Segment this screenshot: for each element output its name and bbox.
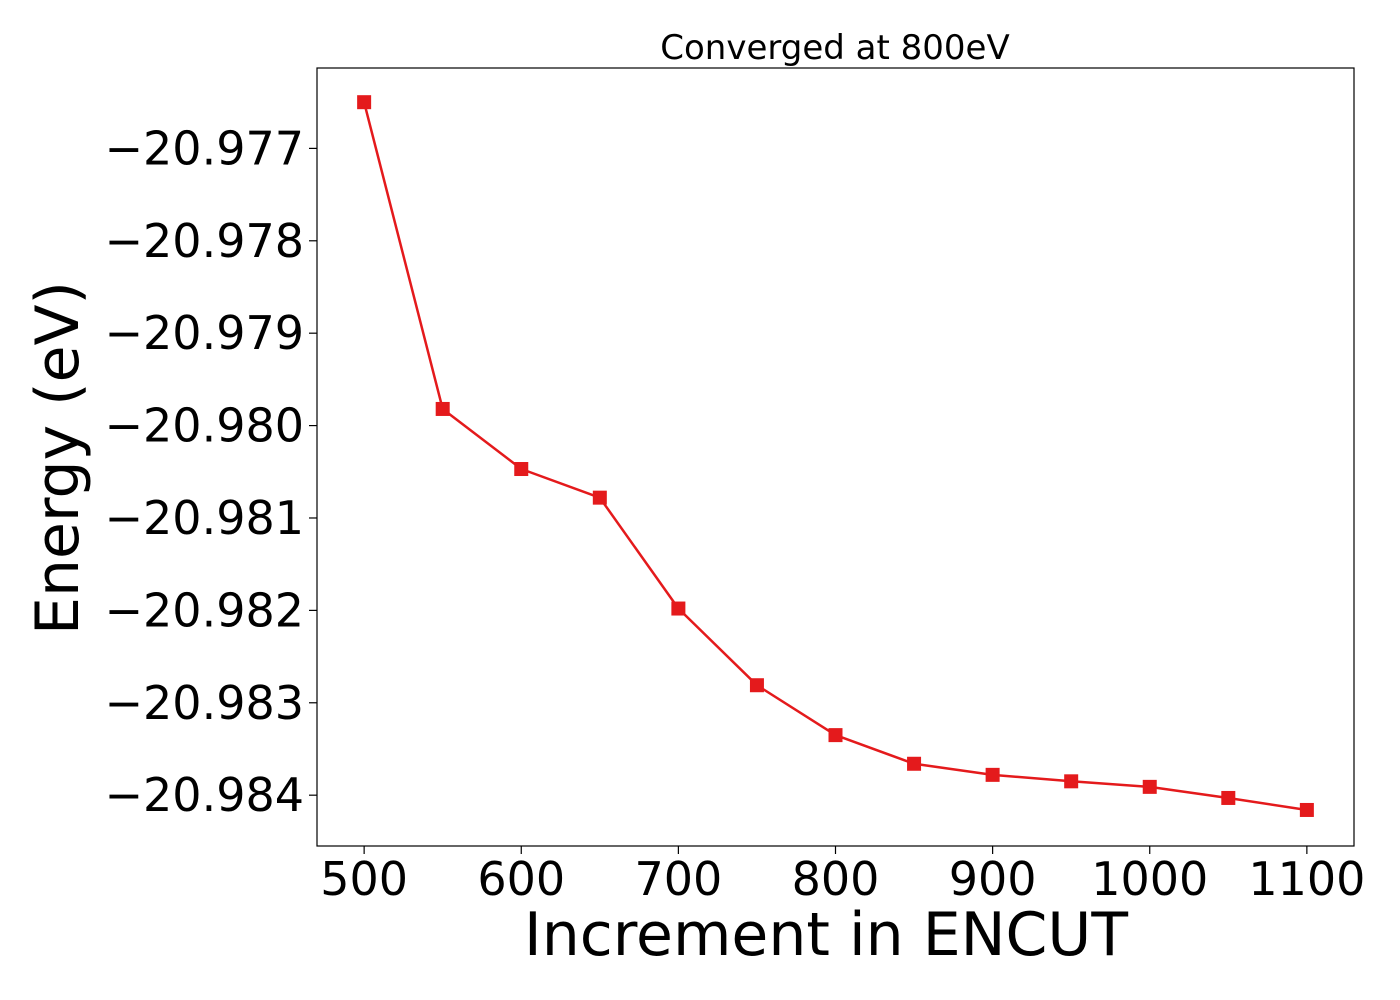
y-tick-label: −20.977 [105, 121, 305, 175]
x-tick-label: 700 [634, 852, 722, 906]
data-point-marker [828, 728, 843, 743]
data-point-marker [435, 401, 450, 416]
y-tick-label: −20.983 [105, 676, 305, 730]
x-tick-label: 800 [792, 852, 880, 906]
x-axis-title: Increment in ENCUT [524, 900, 1128, 970]
chart-title: Converged at 800eV [660, 28, 1009, 68]
x-tick-label: 600 [477, 852, 565, 906]
x-tick-label: 900 [949, 852, 1037, 906]
data-point-marker [592, 490, 607, 505]
y-tick-label: −20.979 [105, 306, 305, 360]
data-point-marker [1142, 779, 1157, 794]
y-axis: −20.977 −20.978 −20.979 −20.980 −20.981 −20.9… [105, 121, 317, 822]
x-tick-label: 500 [320, 852, 408, 906]
data-point-marker [357, 95, 372, 110]
y-tick-label: −20.978 [105, 214, 305, 268]
data-point-marker [985, 767, 1000, 782]
y-axis-title: Energy (eV) [23, 281, 93, 635]
y-tick-label: −20.980 [105, 399, 305, 453]
plot-layer [357, 95, 1314, 817]
data-point-marker [1064, 774, 1079, 789]
data-point-marker [1299, 802, 1314, 817]
y-tick-label: −20.981 [105, 491, 305, 545]
data-point-marker [749, 678, 764, 693]
x-tick-label: 1100 [1248, 852, 1365, 906]
data-point-marker [1221, 790, 1236, 805]
x-tick-label: 1000 [1091, 852, 1208, 906]
data-point-marker [907, 756, 922, 771]
y-tick-label: −20.984 [105, 768, 305, 822]
data-point-marker [671, 601, 686, 616]
y-tick-label: −20.982 [105, 583, 305, 637]
x-axis: 500 600 700 800 900 1000 1100 [320, 846, 1365, 906]
data-point-marker [514, 462, 529, 477]
